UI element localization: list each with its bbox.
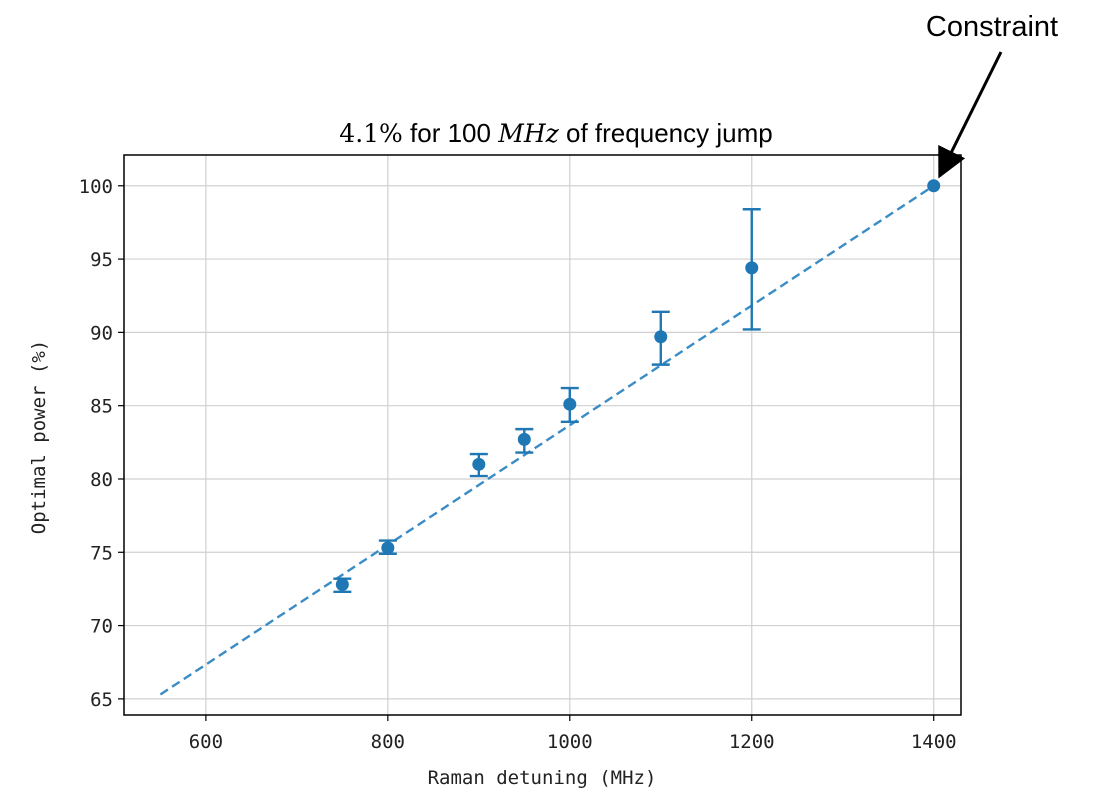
- data-point: [472, 457, 486, 471]
- title-end: of frequency jump: [559, 118, 773, 148]
- data-point: [563, 397, 577, 411]
- data-point: [927, 179, 941, 193]
- x-axis-label: Raman detuning (MHz): [428, 767, 657, 789]
- chart-title: 4.1% for 100 MHz of frequency jump: [339, 118, 772, 148]
- y-tick-label: 100: [79, 176, 113, 198]
- grid: [124, 155, 961, 715]
- title-value: 4.1%: [339, 119, 403, 148]
- x-tick-label: 800: [371, 731, 405, 753]
- x-tick-label: 1400: [911, 731, 957, 753]
- y-tick-label: 95: [90, 249, 113, 271]
- x-tick-label: 1200: [729, 731, 775, 753]
- y-tick-label: 65: [90, 689, 113, 711]
- x-tick-label: 600: [189, 731, 223, 753]
- y-tick-label: 90: [90, 322, 113, 344]
- title-unit: MHz: [497, 119, 559, 148]
- fit-line-group: [159, 184, 935, 696]
- plot-area-frame: [123, 154, 962, 716]
- data-points: [335, 179, 941, 592]
- constraint-annotation-label: Constraint: [926, 11, 1058, 43]
- y-tick-label: 70: [90, 616, 113, 638]
- y-tick-label: 80: [90, 469, 113, 491]
- y-axis-label: Optimal power (%): [28, 340, 50, 534]
- title-middle: for 100: [403, 118, 498, 148]
- error-bars: [333, 208, 761, 594]
- axis-ticks: 600 800 1000 1200 1400 65 70 75 80 85 90 95 100: [79, 176, 957, 753]
- y-tick-label: 75: [90, 542, 113, 564]
- y-tick-label: 85: [90, 396, 113, 418]
- fit-line: [159, 184, 935, 696]
- data-point: [654, 330, 668, 344]
- data-point: [517, 432, 531, 446]
- data-point: [381, 541, 395, 555]
- x-tick-label: 1000: [547, 731, 593, 753]
- constraint-arrow: [938, 51, 1003, 179]
- data-point: [335, 578, 349, 592]
- data-point: [745, 261, 759, 275]
